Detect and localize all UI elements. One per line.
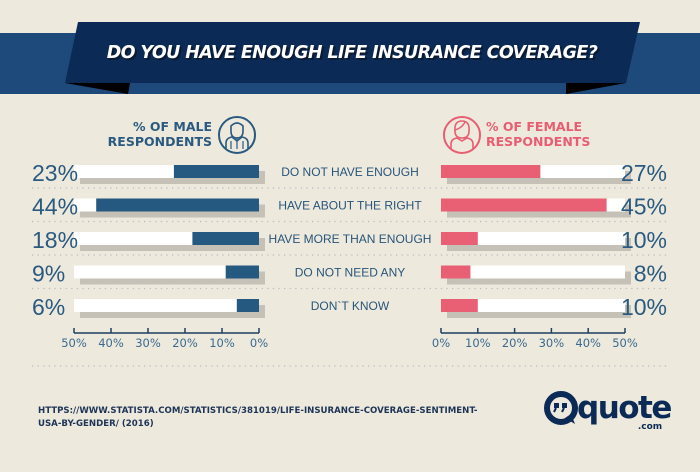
male-person-icon [218,116,256,154]
axis-tick-label: 30% [135,336,161,350]
chart-row: 18% 10% HAVE MORE THAN ENOUGH [32,227,668,256]
male-bar [236,299,259,312]
category-label: DON`T KNOW [311,299,390,313]
male-value-label: 18% [32,227,78,253]
page-title-shadow: DO YOU HAVE ENOUGH LIFE INSURANCE COVERA… [109,45,600,65]
chart-row: 23% 27% DO NOT HAVE ENOUGH [32,160,668,189]
male-bar [96,198,259,212]
female-bar-track [441,265,625,279]
female-legend-line1: % OF FEMALE [486,119,582,134]
axis-tick-label: 50% [612,336,638,350]
female-bar-track [441,232,625,245]
category-label: DO NOT NEED ANY [295,266,405,280]
male-legend-line2: RESPONDENTS [108,134,212,149]
female-person-icon [443,116,481,154]
category-label: HAVE ABOUT THE RIGHT [278,199,422,213]
female-value-label: 10% [621,294,667,320]
page-title: DO YOU HAVE ENOUGH LIFE INSURANCE COVERA… [107,43,598,63]
axis-tick-label: 40% [575,336,601,350]
female-legend-line2: RESPONDENTS [486,134,590,149]
female-value-label: 27% [621,160,667,186]
male-bar [173,165,259,178]
female-value-label: 8% [634,261,667,287]
chart-axes: 50% 40% 30% 20% 10% 0% 0% 10% 20% 30% 40% 50% [61,328,638,350]
chart-row: 6% 10% DON`T KNOW [32,294,667,320]
quote-bubble-icon [544,391,578,425]
male-bar [192,232,259,245]
axis-tick-label: 30% [539,336,565,350]
logo-wordmark: quote [577,390,671,426]
chart-row: 44% 45% HAVE ABOUT THE RIGHT [32,194,668,223]
axis-tick-label: 40% [98,336,124,350]
title-ribbon [65,22,640,83]
ribbon-fold-right [566,83,626,94]
male-value-label: 9% [32,261,65,287]
male-value-label: 44% [32,194,78,220]
source-line2: USA-BY-GENDER/ (2016) [38,419,154,429]
axis-tick-label: 10% [465,336,491,350]
female-axis: 0% 10% 20% 30% 40% 50% [432,328,638,350]
logo-domain: .com [638,422,662,432]
category-label: DO NOT HAVE ENOUGH [281,165,419,179]
female-bar-track [441,299,625,312]
axis-tick-label: 0% [250,336,268,350]
male-bar-track [74,265,259,279]
axis-tick-label: 50% [61,336,87,350]
axis-tick-label: 20% [172,336,198,350]
female-bar [441,265,471,279]
female-bar [441,165,541,178]
category-label: HAVE MORE THAN ENOUGH [269,232,432,246]
male-value-label: 6% [32,294,65,320]
female-value-label: 10% [621,227,667,253]
male-axis: 50% 40% 30% 20% 10% 0% [61,328,268,350]
female-value-label: 45% [621,194,667,220]
ribbon-fold-left [65,83,130,94]
source-line1: HTTPS://WWW.STATISTA.COM/STATISTICS/3810… [38,406,478,416]
chart-rows: 23% 27% DO NOT HAVE ENOUGH 44% 45% HAVE ABOUT… [32,160,668,320]
male-legend-line1: % OF MALE [133,119,212,134]
male-bar-track [74,299,259,312]
male-bar [225,265,259,279]
chart-row: 9% 8% DO NOT NEED ANY [32,261,668,290]
female-bar [441,198,607,212]
axis-tick-label: 20% [502,336,528,350]
quote-logo[interactable]: quote .com [544,390,673,432]
male-value-label: 23% [32,160,78,186]
female-bar [441,232,478,245]
axis-tick-label: 10% [209,336,235,350]
axis-tick-label: 0% [432,336,450,350]
female-bar [441,299,478,312]
